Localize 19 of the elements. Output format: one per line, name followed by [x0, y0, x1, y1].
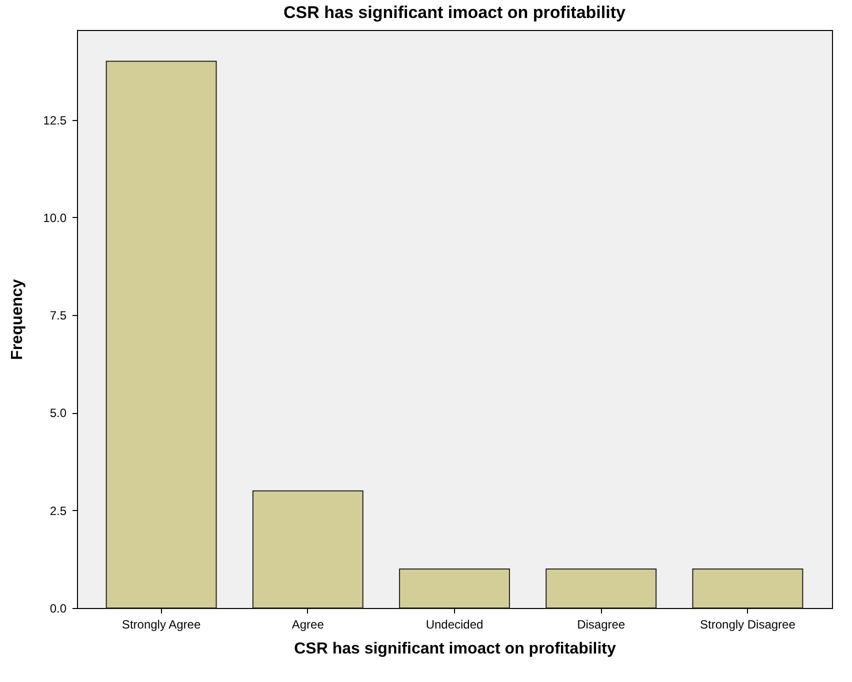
- y-tick-label: 10.0: [43, 210, 67, 225]
- bar: [252, 490, 364, 608]
- bar: [106, 60, 217, 608]
- y-tick-label: 7.5: [50, 308, 67, 323]
- chart-title: CSR has significant imoact on profitability: [284, 3, 626, 22]
- bar: [546, 568, 657, 608]
- x-tick-label: Disagree: [577, 618, 626, 632]
- y-axis-title: Frequency: [9, 278, 26, 360]
- x-tick-label: Strongly Agree: [122, 618, 201, 632]
- y-tick-label: 2.5: [50, 504, 67, 518]
- x-axis-title: CSR has significant imoact on profitability: [294, 640, 616, 658]
- y-tick-label: 12.5: [43, 113, 67, 128]
- y-tick-label: 0.0: [50, 602, 67, 616]
- x-tick-label: Agree: [292, 618, 324, 632]
- y-tick-label: 5.0: [50, 406, 67, 420]
- x-tick-label: Strongly Disagree: [700, 618, 796, 632]
- bar: [399, 568, 510, 608]
- bar: [692, 568, 804, 608]
- x-tick-label: Undecided: [426, 618, 484, 632]
